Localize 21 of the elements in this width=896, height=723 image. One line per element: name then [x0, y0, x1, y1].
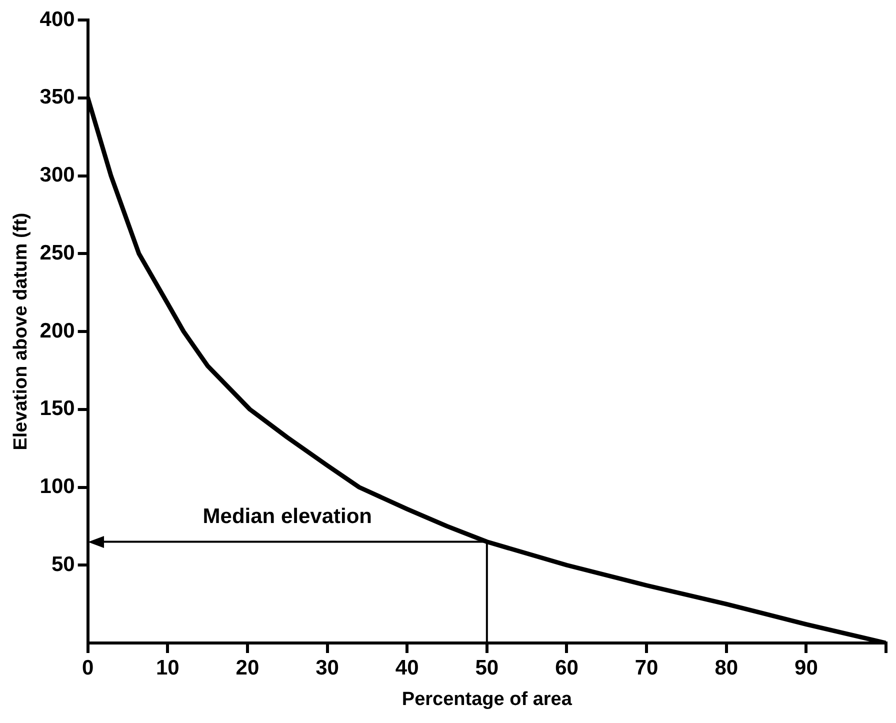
y-tick-label: 200 — [40, 319, 75, 342]
x-tick-label: 20 — [236, 656, 260, 680]
x-axis-title: Percentage of area — [402, 688, 572, 710]
x-tick-label: 80 — [714, 656, 738, 680]
y-tick-label: 400 — [40, 8, 75, 31]
x-tick-label: 70 — [634, 656, 658, 680]
x-tick-label: 40 — [395, 656, 419, 680]
x-tick-label: 60 — [555, 656, 578, 680]
y-tick-label: 50 — [51, 552, 75, 576]
x-tick-label: 50 — [475, 656, 499, 680]
y-tick-label: 100 — [40, 475, 75, 498]
x-tick-label: 90 — [794, 656, 818, 680]
x-tick-label: 10 — [156, 656, 180, 680]
y-axis-title: Elevation above datum (ft) — [10, 212, 32, 450]
x-tick-label: 0 — [82, 656, 94, 680]
y-tick-label: 150 — [40, 397, 75, 420]
y-tick-label: 250 — [40, 241, 75, 264]
x-tick-label: 30 — [316, 656, 339, 680]
y-tick-label: 350 — [40, 86, 75, 109]
ref-line-label: Median elevation — [202, 505, 372, 528]
y-tick-label: 300 — [40, 164, 75, 187]
